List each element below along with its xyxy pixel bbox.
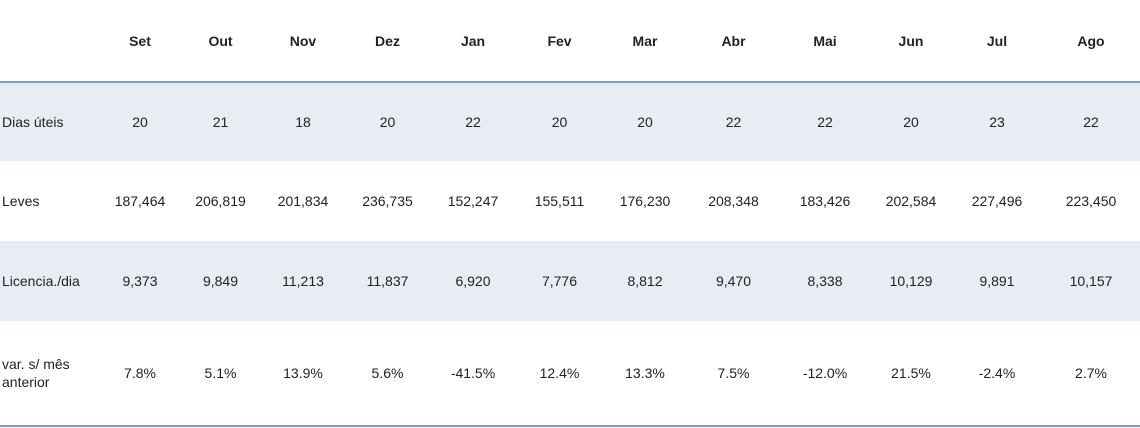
value-cell: 9,849 xyxy=(180,241,261,321)
row-label: var. s/ mês anterior xyxy=(0,321,100,427)
month-header: Set xyxy=(100,0,180,83)
value-cell: 20 xyxy=(870,82,952,161)
value-cell: 6,920 xyxy=(430,241,516,321)
value-cell: 202,584 xyxy=(870,161,952,241)
table-row: Dias úteis 20 21 18 20 22 20 20 22 22 20 23 22 xyxy=(0,82,1140,161)
value-cell: 20 xyxy=(100,82,180,161)
value-cell: -41.5% xyxy=(430,321,516,427)
month-header: Dez xyxy=(345,0,430,83)
value-cell: 12.4% xyxy=(516,321,603,427)
value-cell: 7.8% xyxy=(100,321,180,427)
value-cell: 21 xyxy=(180,82,261,161)
value-cell: 155,511 xyxy=(516,161,603,241)
table-row: Licencia./dia 9,373 9,849 11,213 11,837 6,920… xyxy=(0,241,1140,321)
value-cell: 7.5% xyxy=(687,321,780,427)
month-header: Mar xyxy=(603,0,687,83)
row-label: Licencia./dia xyxy=(0,241,100,321)
value-cell: 187,464 xyxy=(100,161,180,241)
value-cell: 9,470 xyxy=(687,241,780,321)
month-header: Mai xyxy=(780,0,870,83)
value-cell: 176,230 xyxy=(603,161,687,241)
value-cell: 11,213 xyxy=(261,241,345,321)
row-label: Leves xyxy=(0,161,100,241)
value-cell: 22 xyxy=(1042,82,1140,161)
value-cell: 10,129 xyxy=(870,241,952,321)
value-cell: 223,450 xyxy=(1042,161,1140,241)
value-cell: 201,834 xyxy=(261,161,345,241)
header-row: Set Out Nov Dez Jan Fev Mar Abr Mai Jun Jul Ago xyxy=(0,0,1140,83)
value-cell: 2.7% xyxy=(1042,321,1140,427)
value-cell: 5.1% xyxy=(180,321,261,427)
value-cell: -12.0% xyxy=(780,321,870,427)
value-cell: 20 xyxy=(516,82,603,161)
value-cell: 20 xyxy=(345,82,430,161)
value-cell: 13.3% xyxy=(603,321,687,427)
value-cell: 208,348 xyxy=(687,161,780,241)
value-cell: -2.4% xyxy=(952,321,1042,427)
value-cell: 11,837 xyxy=(345,241,430,321)
value-cell: 10,157 xyxy=(1042,241,1140,321)
value-cell: 13.9% xyxy=(261,321,345,427)
month-header: Out xyxy=(180,0,261,83)
month-header: Nov xyxy=(261,0,345,83)
value-cell: 9,891 xyxy=(952,241,1042,321)
month-header: Jun xyxy=(870,0,952,83)
value-cell: 8,812 xyxy=(603,241,687,321)
month-header: Ago xyxy=(1042,0,1140,83)
table-row: var. s/ mês anterior 7.8% 5.1% 13.9% 5.6% -41… xyxy=(0,321,1140,427)
value-cell: 22 xyxy=(430,82,516,161)
month-header: Fev xyxy=(516,0,603,83)
value-cell: 183,426 xyxy=(780,161,870,241)
value-cell: 22 xyxy=(780,82,870,161)
value-cell: 21.5% xyxy=(870,321,952,427)
value-cell: 9,373 xyxy=(100,241,180,321)
value-cell: 18 xyxy=(261,82,345,161)
row-label: Dias úteis xyxy=(0,82,100,161)
value-cell: 152,247 xyxy=(430,161,516,241)
corner-cell xyxy=(0,0,100,83)
value-cell: 5.6% xyxy=(345,321,430,427)
value-cell: 20 xyxy=(603,82,687,161)
month-header: Jan xyxy=(430,0,516,83)
value-cell: 22 xyxy=(687,82,780,161)
value-cell: 7,776 xyxy=(516,241,603,321)
value-cell: 23 xyxy=(952,82,1042,161)
month-header: Abr xyxy=(687,0,780,83)
month-header: Jul xyxy=(952,0,1042,83)
value-cell: 236,735 xyxy=(345,161,430,241)
value-cell: 206,819 xyxy=(180,161,261,241)
value-cell: 227,496 xyxy=(952,161,1042,241)
table-row: Leves 187,464 206,819 201,834 236,735 152,247… xyxy=(0,161,1140,241)
value-cell: 8,338 xyxy=(780,241,870,321)
